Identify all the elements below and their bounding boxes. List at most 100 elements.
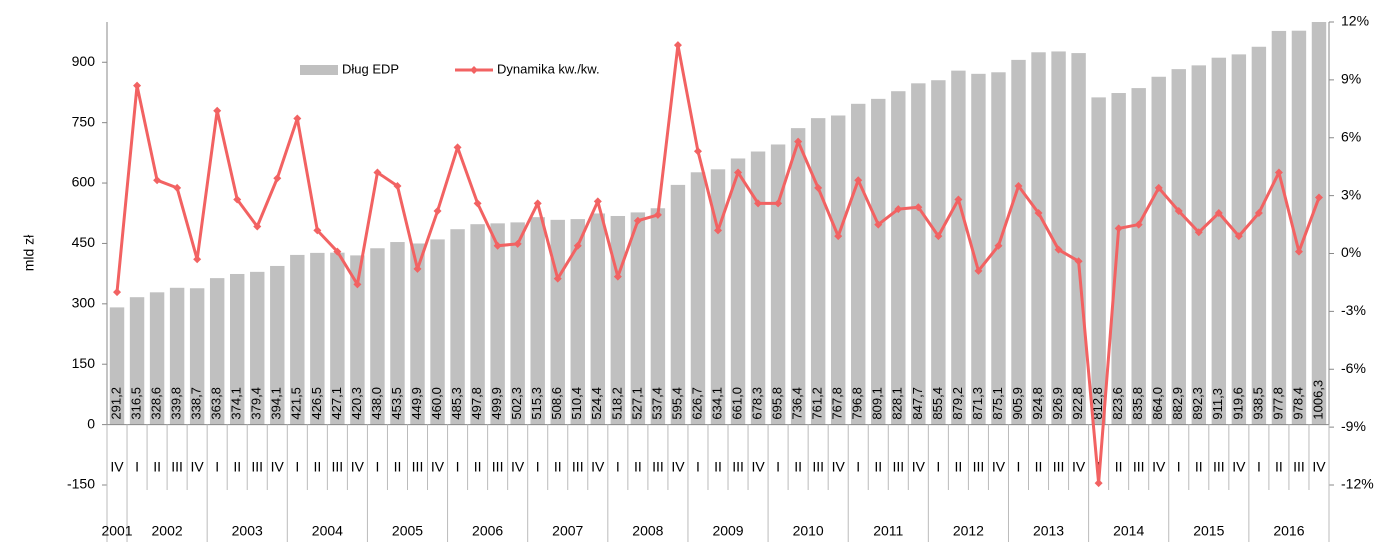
line-marker bbox=[673, 41, 682, 50]
value-label: 537,4 bbox=[649, 387, 664, 420]
line-marker bbox=[834, 232, 843, 241]
bar bbox=[169, 287, 185, 425]
x-tick-label: IV bbox=[1232, 459, 1246, 475]
x-tick-label: IV bbox=[110, 459, 124, 475]
bar bbox=[230, 273, 245, 425]
x-tick-label: IV bbox=[511, 459, 525, 475]
bar bbox=[1051, 51, 1066, 425]
line-marker bbox=[754, 199, 763, 208]
y2-tick-label: 12% bbox=[1341, 13, 1369, 29]
x-tick-label: I bbox=[295, 459, 299, 475]
line-marker bbox=[213, 106, 222, 115]
bar bbox=[830, 115, 846, 425]
bar bbox=[570, 219, 585, 425]
x-tick-label: I bbox=[1177, 459, 1181, 475]
x-tick-label: IV bbox=[351, 459, 365, 475]
value-label: 518,2 bbox=[609, 387, 624, 420]
value-label: 875,1 bbox=[990, 387, 1005, 420]
value-label: 499,9 bbox=[489, 387, 504, 420]
value-label: 736,4 bbox=[790, 387, 805, 420]
y-axis-label: mld zł bbox=[21, 234, 37, 271]
x-tick-label: I bbox=[536, 459, 540, 475]
line-marker bbox=[433, 207, 442, 216]
bar bbox=[290, 254, 305, 425]
line-marker bbox=[894, 205, 903, 214]
value-label: 892,3 bbox=[1190, 387, 1205, 420]
line-marker bbox=[1134, 220, 1143, 229]
x-group-label: 2012 bbox=[953, 523, 984, 539]
x-group-label: 2005 bbox=[392, 523, 423, 539]
line-marker bbox=[774, 199, 783, 208]
value-label: 977,8 bbox=[1270, 387, 1285, 420]
legend-label: Dynamika kw./kw. bbox=[497, 61, 600, 76]
x-tick-label: II bbox=[874, 459, 882, 475]
x-tick-label: I bbox=[616, 459, 620, 475]
value-label: 871,3 bbox=[970, 387, 985, 420]
y-tick-label: 300 bbox=[72, 295, 96, 311]
y-tick-label: 450 bbox=[72, 234, 96, 250]
line-marker bbox=[1094, 479, 1103, 488]
bar bbox=[911, 83, 926, 425]
value-label: 978,4 bbox=[1290, 387, 1305, 420]
line-marker bbox=[553, 274, 562, 283]
line-marker bbox=[1154, 183, 1163, 192]
x-tick-label: II bbox=[153, 459, 161, 475]
value-label: 449,9 bbox=[409, 387, 424, 420]
value-label: 864,0 bbox=[1150, 387, 1165, 420]
x-tick-label: IV bbox=[912, 459, 926, 475]
x-tick-label: II bbox=[1195, 459, 1203, 475]
line-marker bbox=[1294, 247, 1303, 256]
x-group-label: 2003 bbox=[232, 523, 263, 539]
x-tick-label: III bbox=[412, 459, 424, 475]
value-label: 515,3 bbox=[529, 387, 544, 420]
line-marker bbox=[293, 114, 302, 123]
x-tick-label: II bbox=[394, 459, 402, 475]
x-group-label: 2009 bbox=[712, 523, 743, 539]
line-marker bbox=[1114, 224, 1123, 233]
line-marker bbox=[273, 174, 282, 183]
plot bbox=[109, 22, 1327, 425]
bar bbox=[931, 80, 946, 425]
bar bbox=[270, 265, 285, 425]
x-tick-label: IV bbox=[1312, 459, 1326, 475]
bar bbox=[370, 248, 385, 425]
bar bbox=[891, 91, 906, 425]
line-marker bbox=[153, 176, 162, 185]
line-marker bbox=[533, 199, 542, 208]
x-tick-label: II bbox=[1115, 459, 1123, 475]
bar bbox=[1171, 69, 1186, 425]
x-group-label: 2002 bbox=[152, 523, 183, 539]
value-label: 796,8 bbox=[850, 387, 865, 420]
legend-marker bbox=[470, 66, 478, 74]
bar bbox=[690, 172, 706, 425]
line-marker bbox=[253, 222, 262, 231]
x-tick-label: IV bbox=[271, 459, 285, 475]
line-marker bbox=[473, 199, 482, 208]
x-tick-label: II bbox=[474, 459, 482, 475]
x-tick-label: IV bbox=[1152, 459, 1166, 475]
value-label: 502,3 bbox=[509, 387, 524, 420]
y2-tick-label: 6% bbox=[1341, 128, 1361, 144]
bar bbox=[1131, 88, 1146, 425]
bar bbox=[330, 252, 345, 425]
line-marker bbox=[453, 143, 462, 152]
bar bbox=[410, 243, 425, 425]
value-label: 427,1 bbox=[329, 387, 344, 420]
bar bbox=[390, 242, 405, 425]
value-label: 338,7 bbox=[189, 387, 204, 420]
x-tick-label: IV bbox=[1072, 459, 1086, 475]
value-label: 328,6 bbox=[149, 387, 164, 420]
value-label: 420,3 bbox=[349, 387, 364, 420]
value-label: 812,8 bbox=[1090, 387, 1105, 420]
value-label: 905,9 bbox=[1010, 387, 1025, 420]
line-marker bbox=[333, 247, 342, 256]
y2-tick-label: -12% bbox=[1341, 476, 1374, 492]
legend-label: Dług EDP bbox=[342, 61, 399, 76]
line-marker bbox=[874, 220, 883, 229]
line-marker bbox=[1314, 193, 1323, 202]
y-tick-label: 750 bbox=[72, 113, 96, 129]
x-tick-label: III bbox=[1053, 459, 1065, 475]
y2-tick-label: 3% bbox=[1341, 186, 1361, 202]
line-marker bbox=[193, 255, 202, 264]
y-tick-label: 600 bbox=[72, 174, 96, 190]
